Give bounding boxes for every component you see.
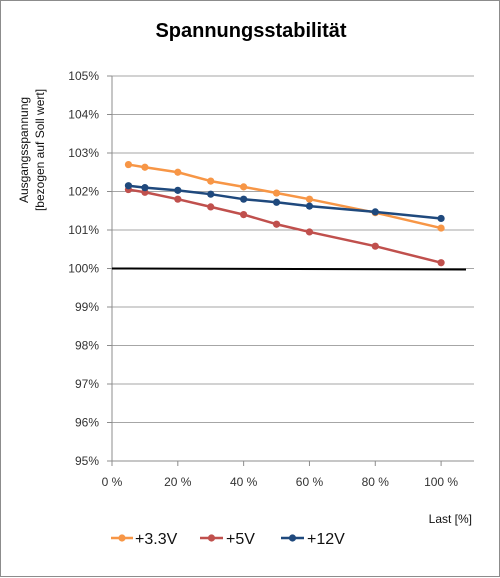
y-tick-label: 95%: [75, 454, 99, 468]
y-tick-label: 98%: [75, 339, 99, 353]
data-point-series-2: [174, 186, 182, 194]
y-tick-label: 100%: [68, 262, 99, 276]
x-tick-label: 20 %: [164, 475, 192, 489]
data-point-series-2: [124, 182, 133, 190]
reference-line-100-percent: [111, 267, 467, 271]
data-point-series-1: [174, 195, 182, 203]
data-point-series-0: [272, 189, 281, 197]
y-tick-label: 102%: [68, 185, 99, 199]
axes: 95% 96% 97% 98% 99% 100% 101% 102% 103% 104% 105% 0…: [68, 69, 474, 489]
legend-label: +12V: [307, 531, 345, 548]
y-tick-label: 101%: [68, 223, 99, 237]
y-tick-label: 97%: [75, 377, 99, 391]
y-tick-label: 105%: [68, 69, 99, 83]
data-point-series-2: [207, 190, 215, 198]
data-point-series-2: [141, 184, 149, 192]
data-point-series-0: [124, 160, 133, 169]
y-tick-label: 104%: [68, 108, 99, 122]
chart-title: Spannungsstabilität: [155, 20, 346, 42]
data-point-series-2: [272, 198, 281, 206]
y-tick-label: 96%: [75, 416, 99, 430]
data-point-series-2: [240, 195, 248, 203]
data-point-series-1: [305, 228, 314, 236]
series-lines: [111, 160, 467, 271]
data-point-series-1: [272, 220, 281, 228]
data-point-series-1: [207, 203, 215, 211]
data-point-series-0: [207, 177, 215, 185]
x-tick-label: 0 %: [102, 475, 123, 489]
x-tick-label: 100 %: [424, 475, 458, 489]
y-axis-label-line-1: Ausgangsspannung: [17, 97, 31, 203]
data-point-series-0: [437, 224, 445, 232]
legend-marker: [118, 534, 126, 542]
y-axis-label-line-2: [bezogen auf Soll wert]: [33, 89, 47, 211]
data-point-series-1: [371, 242, 379, 250]
data-point-series-2: [437, 214, 445, 223]
legend: +3.3V +5V +12V: [111, 531, 345, 548]
data-point-series-0: [305, 195, 314, 203]
data-point-series-1: [437, 259, 445, 267]
data-point-series-0: [240, 183, 248, 191]
legend-label: +5V: [226, 531, 255, 548]
x-axis-label: Last [%]: [429, 512, 472, 526]
legend-marker: [288, 534, 297, 542]
data-point-series-2: [305, 202, 314, 210]
data-point-series-2: [371, 208, 379, 216]
data-point-series-1: [240, 211, 248, 219]
y-tick-label: 103%: [68, 146, 99, 160]
x-tick-label: 60 %: [296, 475, 324, 489]
legend-marker: [207, 534, 216, 542]
y-tick-label: 99%: [75, 300, 99, 314]
x-tick-label: 40 %: [230, 475, 258, 489]
legend-label: +3.3V: [135, 531, 178, 548]
data-point-series-0: [174, 168, 182, 176]
x-tick-label: 80 %: [362, 475, 390, 489]
data-point-series-0: [141, 163, 149, 171]
